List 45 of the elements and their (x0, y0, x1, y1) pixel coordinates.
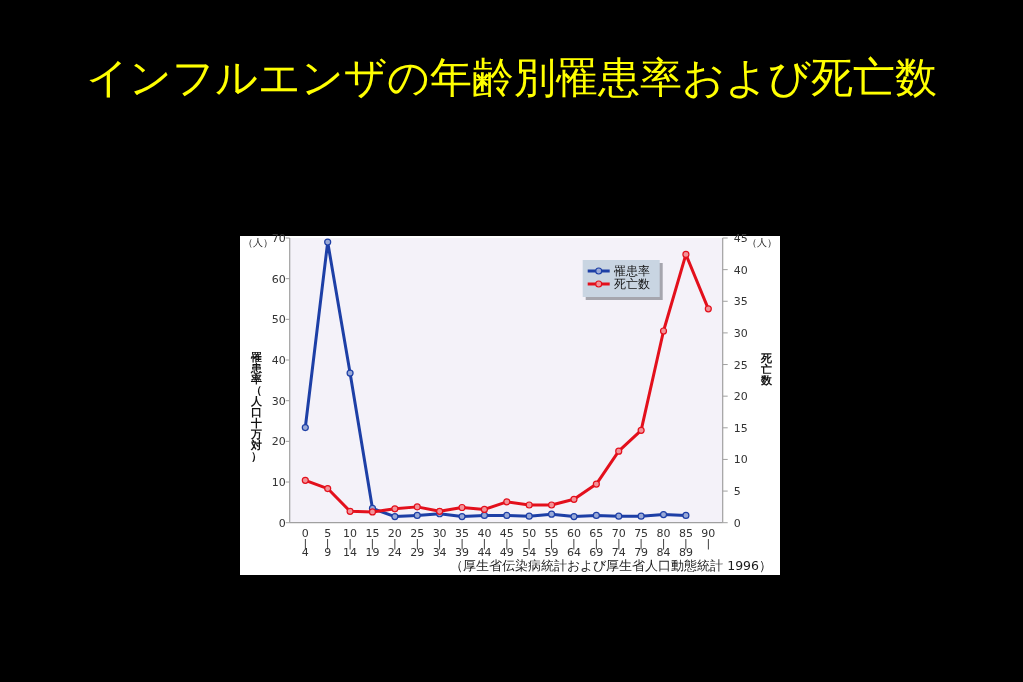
x-tick-label: 40 | 44 (477, 527, 492, 559)
y2-tick-label: 35 (733, 295, 748, 309)
x-tick-label: 0 | 4 (301, 527, 309, 559)
text: （人） (747, 237, 777, 248)
y-tick-label: 20 (271, 435, 286, 449)
y2-tick-label: 20 (733, 390, 748, 404)
legend-label: 死亡数 (613, 277, 650, 291)
legend-label: 罹患率 (612, 264, 650, 278)
x-tick-label: 20 | 24 (387, 527, 402, 559)
text: （厚生省伝染病統計および厚生省人口動態統計 1996） (450, 558, 772, 573)
y2-tick-label: 0 (733, 516, 741, 530)
y2-tick-label: 25 (733, 358, 748, 372)
text: 罹患率（人口十万対） (250, 350, 262, 463)
y2-tick-label: 5 (733, 485, 741, 499)
x-tick-label: 25 | 29 (410, 527, 425, 559)
y2-axis-title: 死亡数 (759, 352, 773, 388)
x-tick-label: 90 | (701, 527, 716, 550)
chart-title: インフルエンザの年齢別罹患率および死亡数 (85, 53, 937, 102)
x-tick-label: 60 | 64 (566, 527, 581, 559)
x-tick-label: 50 | 54 (522, 527, 537, 559)
x-tick-label: 30 | 34 (432, 527, 447, 559)
y2-tick-label: 40 (733, 263, 748, 277)
y2-tick-label: 15 (733, 421, 748, 435)
text: （人） (243, 237, 273, 248)
y-tick-label: 70 (271, 232, 286, 245)
y2-tick-label: 10 (733, 453, 748, 467)
x-tick-label: 35 | 39 (455, 527, 470, 559)
y-tick-label: 50 (271, 313, 286, 327)
y-tick-label: 30 (271, 394, 286, 408)
x-tick-label: 70 | 74 (611, 527, 626, 559)
x-tick-label: 5 | 9 (324, 527, 332, 559)
x-tick-label: 15 | 19 (365, 527, 380, 559)
y-tick-label: 40 (271, 354, 286, 368)
y2-tick-label: 30 (733, 326, 748, 340)
y-tick-label: 0 (278, 516, 286, 530)
x-tick-label: 85 | 89 (678, 527, 693, 559)
x-tick-label: 45 | 49 (499, 527, 514, 559)
x-tick-label: 10 | 14 (343, 527, 358, 559)
x-tick-label: 80 | 84 (656, 527, 671, 559)
x-tick-label: 65 | 69 (589, 527, 604, 559)
x-tick-label: 55 | 59 (544, 527, 559, 559)
y-tick-label: 60 (271, 272, 286, 286)
y-tick-label: 10 (271, 476, 286, 490)
x-tick-label: 75 | 79 (634, 527, 649, 559)
y2-tick-label: 45 (733, 232, 748, 245)
